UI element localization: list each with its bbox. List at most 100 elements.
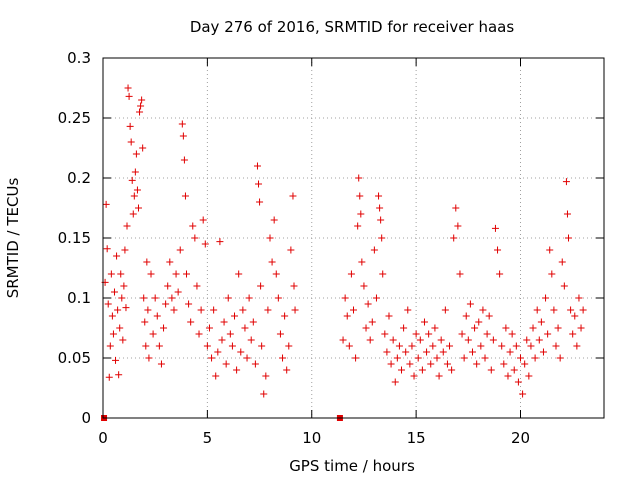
data-point (145, 354, 153, 362)
data-point (136, 108, 144, 116)
y-tick-label: 0.15 (58, 229, 91, 247)
data-point (420, 318, 428, 326)
data-point (258, 342, 266, 350)
data-point (525, 372, 533, 380)
data-point (537, 318, 545, 326)
data-point (506, 348, 514, 356)
data-point (130, 192, 138, 200)
data-point (183, 270, 190, 278)
data-point (174, 288, 182, 296)
data-point (439, 348, 447, 356)
data-point (243, 354, 251, 362)
data-point (172, 270, 180, 278)
data-point (212, 372, 220, 380)
data-point (562, 178, 570, 186)
y-axis-label: SRMTID / TECUs (4, 178, 22, 299)
data-point (471, 324, 479, 332)
data-point (560, 282, 568, 290)
data-point (517, 354, 524, 362)
data-point (372, 294, 380, 302)
data-point (366, 336, 374, 344)
data-point (160, 324, 168, 332)
data-point (565, 234, 573, 242)
point-layer (101, 84, 587, 421)
data-point (350, 306, 357, 314)
data-point (477, 342, 485, 350)
data-point (141, 318, 149, 326)
data-point (385, 312, 393, 320)
data-point (257, 282, 265, 290)
data-point (377, 216, 385, 224)
data-point (155, 342, 163, 350)
axis-layer: 0 0.05 0.1 0.15 0.2 0.25 0.3 0 5 10 15 20 (58, 49, 604, 447)
data-point (508, 330, 516, 338)
data-point (462, 312, 470, 320)
data-point (450, 234, 458, 242)
data-point (124, 84, 132, 92)
data-point (260, 390, 268, 398)
data-point (176, 246, 184, 254)
data-point (109, 330, 117, 338)
data-point (104, 300, 112, 308)
data-point (437, 336, 445, 344)
data-point (550, 306, 558, 314)
data-point (157, 360, 165, 368)
data-point (376, 204, 384, 212)
data-point (473, 360, 481, 368)
data-point (199, 216, 207, 224)
data-point (514, 378, 522, 386)
data-point (143, 258, 151, 266)
data-point (133, 186, 141, 194)
data-point (233, 366, 241, 374)
data-point (117, 270, 125, 278)
x-tick-label: 5 (203, 429, 213, 447)
data-point (208, 354, 216, 362)
data-point (563, 210, 571, 218)
data-point (577, 324, 585, 332)
data-point (153, 312, 161, 320)
data-point (228, 342, 236, 350)
data-point (249, 318, 257, 326)
data-point (496, 270, 504, 278)
data-point (567, 306, 575, 314)
data-point (103, 245, 111, 253)
data-point (108, 312, 116, 320)
data-point (119, 336, 127, 344)
data-point (140, 294, 148, 302)
data-point (483, 330, 491, 338)
data-point (270, 216, 278, 224)
data-point (162, 300, 170, 308)
data-point (203, 342, 211, 350)
data-point (571, 312, 579, 320)
data-point (126, 122, 134, 130)
data-point (498, 342, 506, 350)
data-point (548, 270, 556, 278)
data-point (151, 294, 159, 302)
data-point (502, 324, 510, 332)
data-point (218, 336, 226, 344)
data-point (347, 270, 355, 278)
data-point (352, 354, 360, 362)
data-point (381, 330, 389, 338)
data-point (533, 306, 541, 314)
data-point (569, 330, 577, 338)
data-point (487, 366, 495, 374)
data-point (542, 294, 550, 302)
data-point (127, 138, 135, 146)
data-point (523, 336, 531, 344)
data-point (147, 270, 155, 278)
data-point (431, 324, 439, 332)
data-point (427, 360, 435, 368)
data-point (201, 240, 209, 248)
data-point (266, 234, 274, 242)
data-point (121, 246, 129, 254)
data-point (368, 318, 376, 326)
data-point (539, 348, 547, 356)
data-point (272, 270, 280, 278)
data-point (283, 366, 291, 374)
data-point (290, 282, 298, 290)
data-point (357, 210, 365, 218)
x-tick-label: 20 (511, 429, 530, 447)
data-point (402, 348, 410, 356)
data-point (113, 252, 121, 260)
